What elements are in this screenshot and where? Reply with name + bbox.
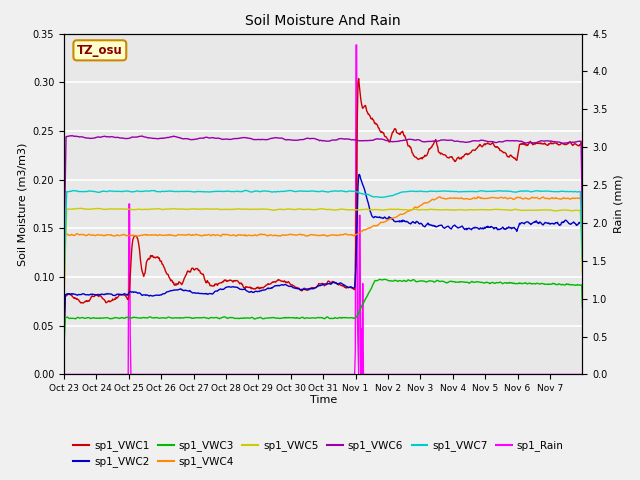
Y-axis label: Soil Moisture (m3/m3): Soil Moisture (m3/m3) — [17, 142, 27, 266]
X-axis label: Time: Time — [310, 395, 337, 405]
Y-axis label: Rain (mm): Rain (mm) — [613, 175, 623, 233]
Legend: sp1_VWC1, sp1_VWC2, sp1_VWC3, sp1_VWC4, sp1_VWC5, sp1_VWC6, sp1_VWC7, sp1_Rain: sp1_VWC1, sp1_VWC2, sp1_VWC3, sp1_VWC4, … — [69, 436, 568, 471]
Text: TZ_osu: TZ_osu — [77, 44, 123, 57]
Title: Soil Moisture And Rain: Soil Moisture And Rain — [245, 14, 401, 28]
